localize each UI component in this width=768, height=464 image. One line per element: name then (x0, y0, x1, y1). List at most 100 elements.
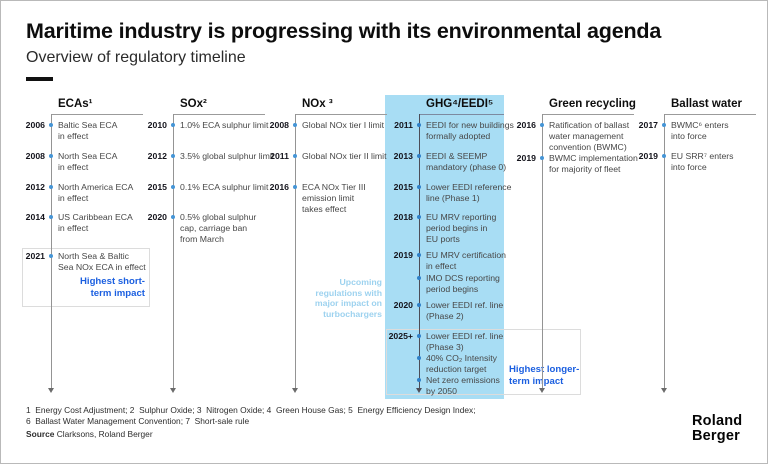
timeline-entry: EEDI for new buildings formally adopted (426, 120, 514, 141)
year-label: 2025+ (388, 331, 413, 341)
column-header-nox: NOx ³ (302, 98, 333, 110)
year-label: 2006 (25, 120, 45, 130)
timeline-dot-icon (171, 215, 175, 219)
timeline-dot-icon (417, 378, 421, 382)
timeline-entry: North America ECA in effect (58, 182, 134, 203)
timeline-dot-icon (171, 185, 175, 189)
timeline-dot-icon (171, 154, 175, 158)
timeline-entry: Baltic Sea ECA in effect (58, 120, 118, 141)
timeline-dot-icon (293, 185, 297, 189)
arrow-down-icon (539, 388, 545, 393)
timeline-dot-icon (417, 253, 421, 257)
timeline-entry: Net zero emissions by 2050 (426, 375, 500, 396)
source-line: Source Clarksons, Roland Berger (26, 429, 153, 439)
year-label: 2011 (394, 120, 413, 130)
timeline-dot-icon (49, 215, 53, 219)
year-label: 2010 (147, 120, 167, 130)
year-label: 2016 (516, 120, 536, 130)
column-header-sox: SOx² (180, 98, 207, 110)
timeline-dot-icon (293, 154, 297, 158)
timeline-axis-ghg (419, 114, 420, 389)
year-label: 2014 (25, 212, 45, 222)
timeline-dot-icon (662, 123, 666, 127)
year-label: 2013 (393, 151, 413, 161)
timeline-axis-sox (173, 114, 174, 389)
timeline-entry: EEDI & SEEMP mandatory (phase 0) (426, 151, 507, 172)
timeline-axis-nox (295, 114, 296, 389)
year-label: 2018 (393, 212, 413, 222)
timeline-axis-green-recycling (542, 114, 543, 389)
timeline-entry: BWMC implementation for majority of flee… (549, 153, 638, 174)
timeline-dot-icon (417, 215, 421, 219)
upcoming-regulations-annotation: Upcoming regulations with major impact o… (314, 277, 382, 319)
page-subtitle: Overview of regulatory timeline (26, 49, 246, 66)
arrow-down-icon (292, 388, 298, 393)
timeline-dot-icon (540, 156, 544, 160)
arrow-down-icon (661, 388, 667, 393)
timeline-dot-icon (662, 154, 666, 158)
timeline-entry: 0.1% ECA sulphur limit (180, 182, 269, 192)
year-label: 2008 (25, 151, 45, 161)
year-label: 2015 (393, 182, 413, 192)
year-label: 2008 (269, 120, 289, 130)
timeline-entry: 40% CO₂ Intensity reduction target (426, 353, 497, 374)
arrow-down-icon (416, 388, 422, 393)
timeline-entry: 3.5% global sulphur limit (180, 151, 275, 161)
timeline-dot-icon (417, 276, 421, 280)
timeline-dot-icon (49, 123, 53, 127)
year-label: 2021 (25, 251, 45, 261)
year-label: 2019 (516, 153, 536, 163)
timeline-entry: Global NOx tier I limit (302, 120, 385, 130)
page-title: Maritime industry is progressing with it… (26, 19, 662, 43)
year-label: 2020 (393, 300, 413, 310)
year-label: 2019 (638, 151, 658, 161)
timeline-entry: IMO DCS reporting period begins (426, 273, 500, 294)
timeline-dot-icon (417, 185, 421, 189)
column-header-ghg: GHG⁴/EEDI⁵ (426, 98, 494, 110)
timeline-entry: Ratification of ballast water management… (549, 120, 630, 152)
timeline-dot-icon (171, 123, 175, 127)
timeline-entry: US Caribbean ECA in effect (58, 212, 133, 233)
timeline-dot-icon (417, 334, 421, 338)
header-underline (173, 114, 265, 115)
roland-berger-logo: Roland Berger (692, 413, 743, 444)
short-term-impact-box (22, 248, 150, 307)
year-label: 2012 (25, 182, 45, 192)
short-term-impact-label: Highest short- term impact (79, 276, 145, 299)
timeline-dot-icon (49, 254, 53, 258)
timeline-entry: North Sea ECA in effect (58, 151, 118, 172)
source-text: Clarksons, Roland Berger (54, 429, 153, 439)
timeline-dot-icon (49, 154, 53, 158)
timeline-entry: EU MRV reporting period begins in EU por… (426, 212, 497, 244)
column-header-ballast-water: Ballast water (671, 98, 742, 110)
timeline-entry: Lower EEDI ref. line (Phase 3) (426, 331, 504, 352)
timeline-dot-icon (417, 154, 421, 158)
timeline-entry: North Sea & Baltic Sea NOx ECA in effect (58, 251, 146, 272)
timeline-entry: Global NOx tier II limit (302, 151, 387, 161)
timeline-entry: Lower EEDI ref. line (Phase 2) (426, 300, 504, 321)
long-term-impact-box (386, 329, 581, 395)
column-header-green-recycling: Green recycling (549, 98, 636, 110)
header-underline (419, 114, 504, 115)
timeline-dot-icon (417, 123, 421, 127)
title-dash (26, 77, 53, 81)
timeline-dot-icon (293, 123, 297, 127)
timeline-entry: EU SRR⁷ enters into force (671, 151, 734, 172)
year-label: 2011 (270, 151, 289, 161)
timeline-dot-icon (49, 185, 53, 189)
timeline-entry: BWMC⁶ enters into force (671, 120, 729, 141)
year-label: 2020 (147, 212, 167, 222)
timeline-dot-icon (417, 303, 421, 307)
year-label: 2012 (147, 151, 167, 161)
timeline-dot-icon (540, 123, 544, 127)
timeline-entry: 0.5% global sulphur cap, carriage ban fr… (180, 212, 257, 244)
ghg-highlight-panel (385, 95, 504, 399)
footnotes: 1 Energy Cost Adjustment; 2 Sulphur Oxid… (26, 405, 476, 426)
timeline-dot-icon (417, 356, 421, 360)
column-header-ecas: ECAs¹ (58, 98, 93, 110)
year-label: 2019 (393, 250, 413, 260)
year-label: 2015 (147, 182, 167, 192)
timeline-entry: 1.0% ECA sulphur limit (180, 120, 269, 130)
source-label: Source (26, 429, 55, 439)
